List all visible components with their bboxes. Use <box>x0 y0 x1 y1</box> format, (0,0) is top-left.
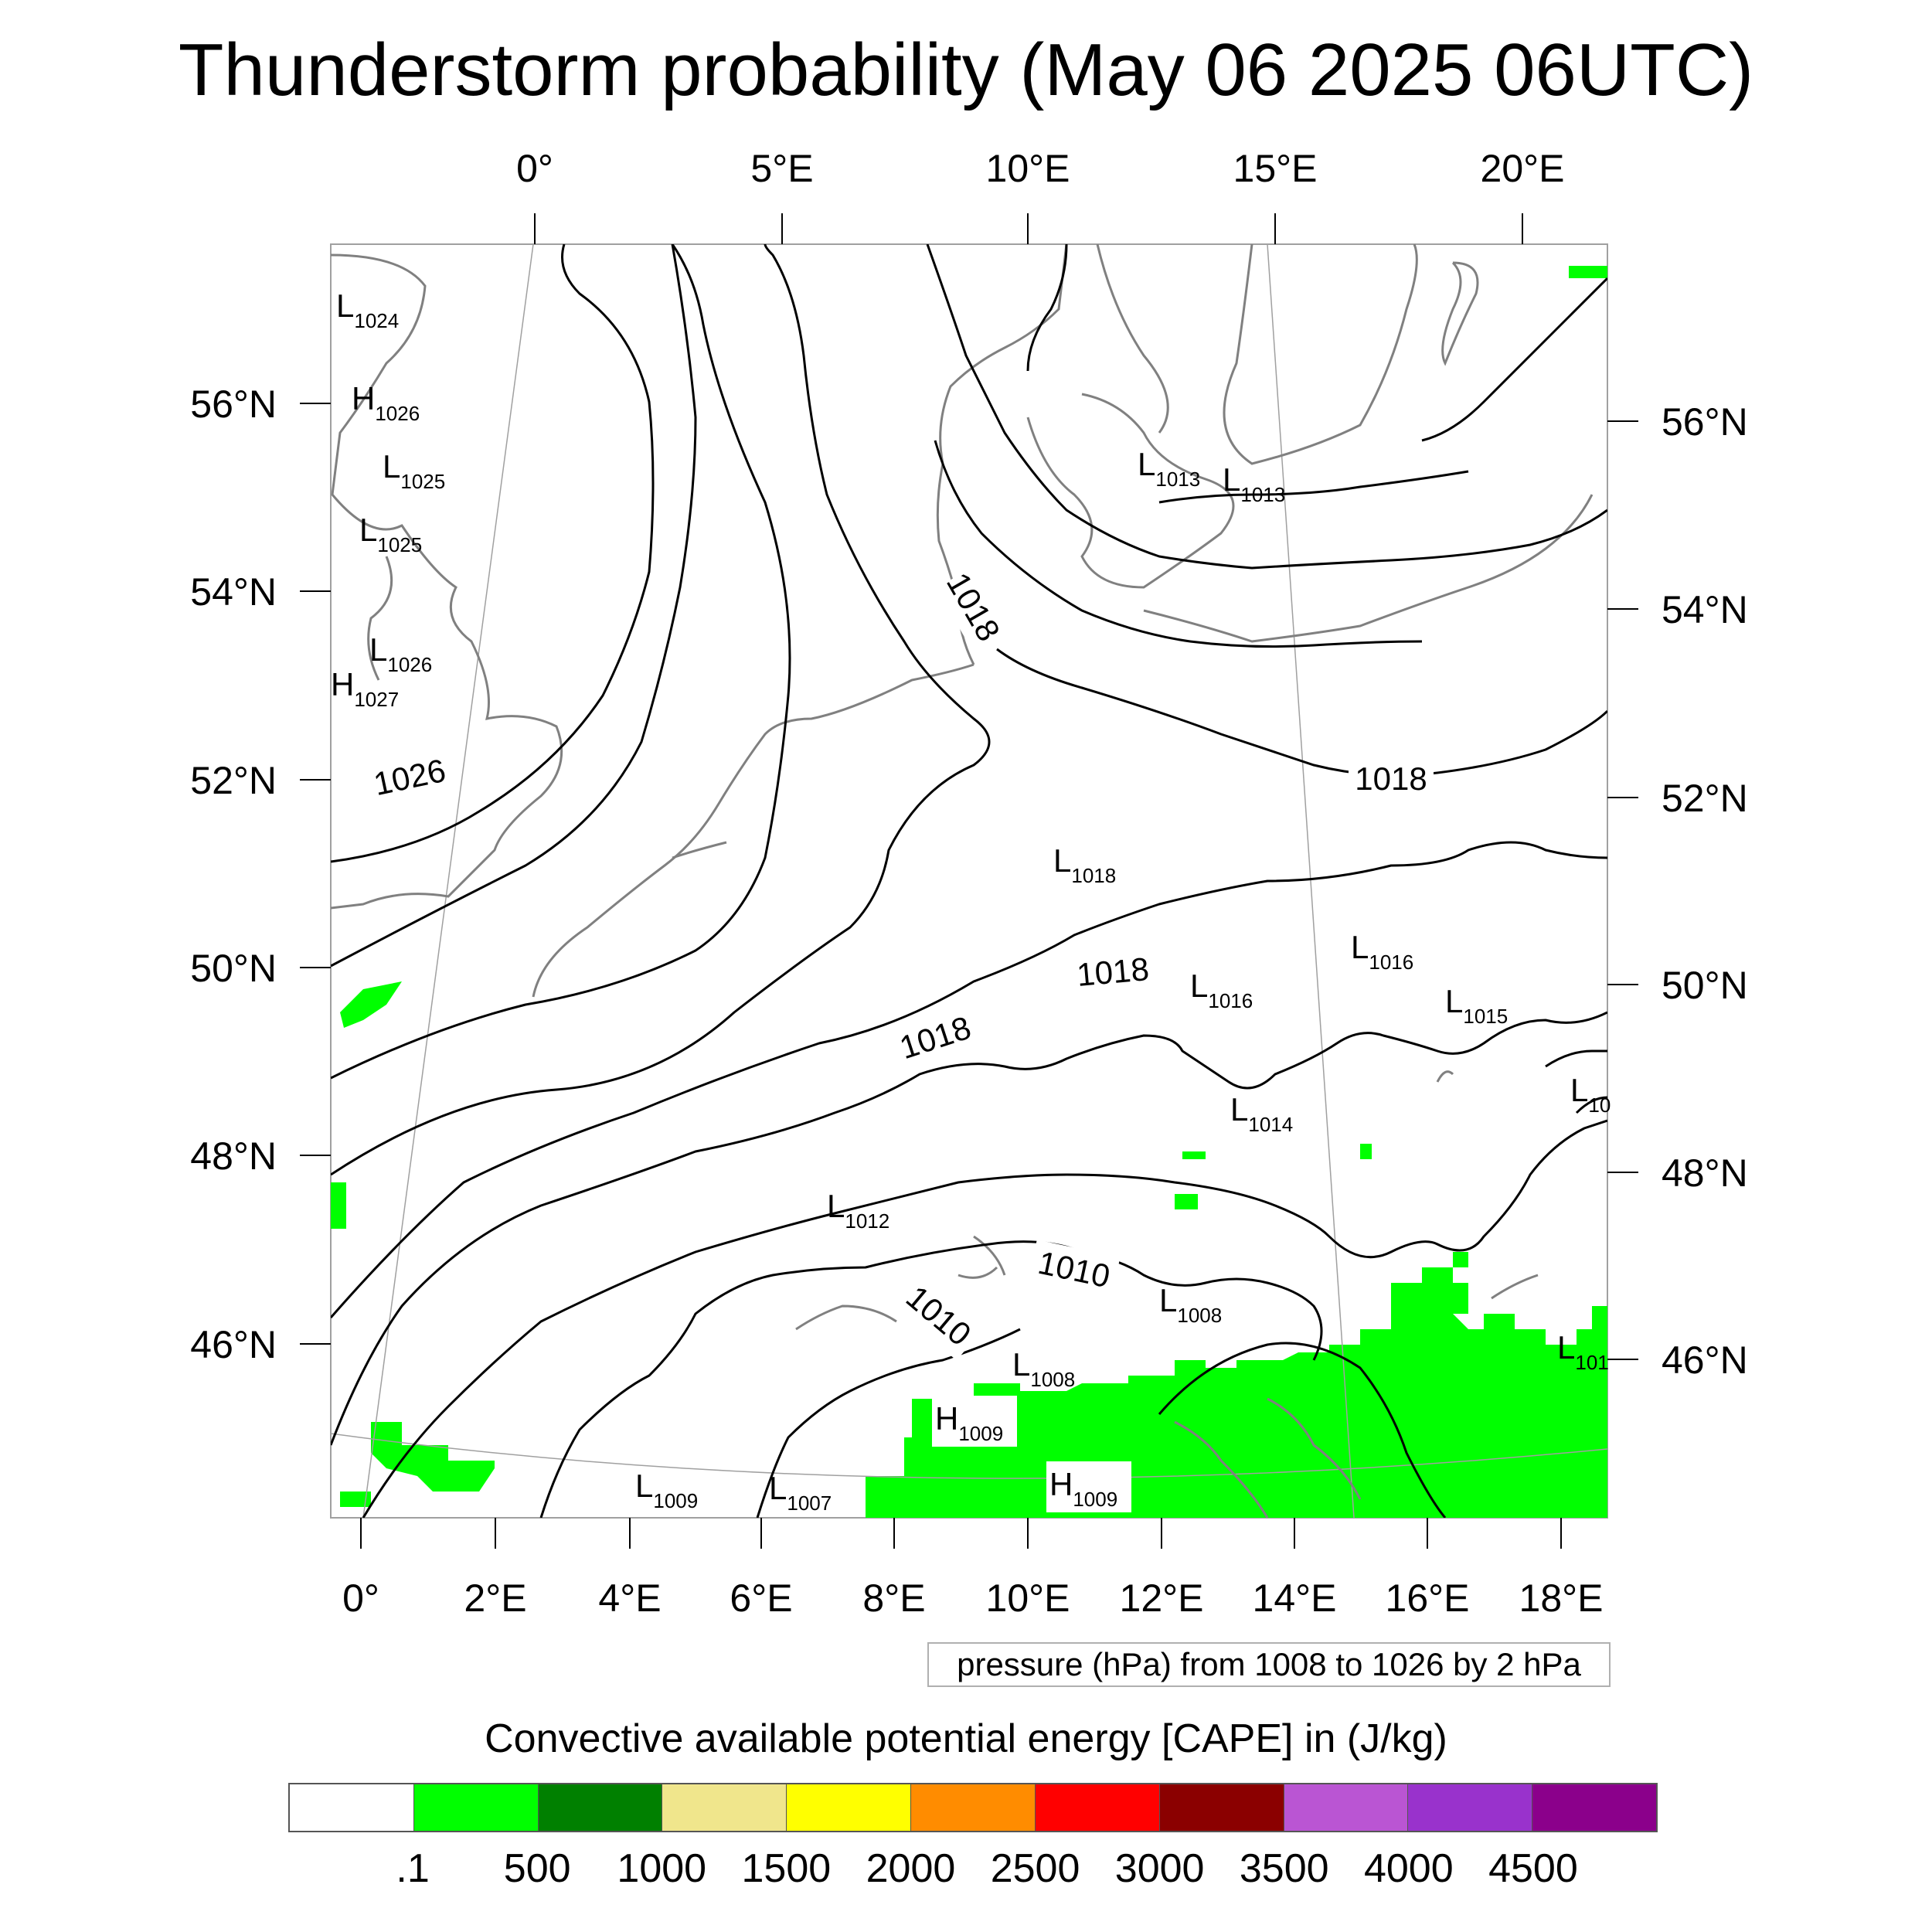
bottom-lon-label: 14°E <box>1253 1577 1337 1620</box>
tick-marks <box>300 213 1638 1549</box>
top-lon-label: 0° <box>516 147 553 190</box>
colorbar-swatch <box>787 1784 912 1831</box>
map-title: Thunderstorm probability (May 06 2025 06… <box>178 29 1754 111</box>
cape-region <box>1391 1267 1468 1314</box>
left-lat-label: 54°N <box>190 570 277 614</box>
bottom-lon-label: 0° <box>342 1577 379 1620</box>
cape-region <box>1453 1252 1468 1267</box>
colorbar-label: 3500 <box>1239 1846 1329 1891</box>
colorbar-swatch <box>413 1784 539 1831</box>
colorbar-label: 4500 <box>1488 1846 1578 1891</box>
cape-region <box>1182 1151 1206 1159</box>
colorbar-swatch <box>1408 1784 1533 1831</box>
colorbar-swatch <box>911 1784 1036 1831</box>
top-lon-label: 15°E <box>1233 147 1318 190</box>
colorbar-label: 1500 <box>741 1846 832 1891</box>
right-lat-label: 56°N <box>1662 400 1748 444</box>
cape-region <box>340 1492 371 1507</box>
bottom-lon-label: 12°E <box>1120 1577 1204 1620</box>
left-latitude-labels: 56°N 54°N 52°N 50°N 48°N 46°N <box>190 383 277 1366</box>
bottom-lon-label: 8°E <box>862 1577 925 1620</box>
right-lat-label: 54°N <box>1662 588 1748 631</box>
right-latitude-labels: 56°N 54°N 52°N 50°N 48°N 46°N <box>1662 400 1748 1382</box>
colorbar-swatch <box>290 1784 414 1831</box>
right-lat-label: 46°N <box>1662 1338 1748 1382</box>
cape-region <box>1360 1144 1372 1159</box>
bottom-lon-label: 2°E <box>464 1577 526 1620</box>
cape-region <box>1592 1306 1607 1329</box>
colorbar-label: 2500 <box>990 1846 1080 1891</box>
bottom-longitude-labels: 0° 2°E 4°E 6°E 8°E 10°E 12°E 14°E 16°E 1… <box>342 1577 1603 1620</box>
left-lat-label: 48°N <box>190 1134 277 1178</box>
isobars <box>331 244 1607 1518</box>
bottom-lon-label: 16°E <box>1386 1577 1470 1620</box>
cape-colorbar <box>288 1783 1658 1832</box>
colorbar-label: .1 <box>396 1846 430 1891</box>
pressure-center-bg <box>1046 1461 1131 1512</box>
colorbar-swatch <box>662 1784 787 1831</box>
right-lat-label: 52°N <box>1662 777 1748 820</box>
colorbar-swatch <box>1532 1784 1656 1831</box>
left-lat-label: 46°N <box>190 1323 277 1366</box>
bottom-lon-label: 18°E <box>1519 1577 1604 1620</box>
colorbar-swatch <box>1035 1784 1160 1831</box>
isobar-label: 1018 <box>1355 760 1427 797</box>
colorbar-label: 4000 <box>1363 1846 1454 1891</box>
top-lon-label: 10°E <box>986 147 1070 190</box>
contour-info-box: pressure (hPa) from 1008 to 1026 by 2 hP… <box>927 1642 1611 1687</box>
colorbar-swatch <box>1284 1784 1409 1831</box>
left-lat-label: 52°N <box>190 759 277 802</box>
isobar-label: 1018 <box>1075 951 1150 993</box>
colorbar-label: 500 <box>503 1846 571 1891</box>
colorbar-label: 1000 <box>617 1846 707 1891</box>
isobar-labels: 1018 1026 1018 1018 1018 1010 1010 <box>366 565 1434 1361</box>
colorbar-label: 2000 <box>866 1846 956 1891</box>
left-lat-label: 56°N <box>190 383 277 426</box>
coastlines <box>331 244 1594 1518</box>
colorbar-label: 3000 <box>1114 1846 1205 1891</box>
cape-region <box>1569 266 1607 278</box>
right-lat-label: 48°N <box>1662 1151 1748 1195</box>
top-lon-label: 5°E <box>750 147 813 190</box>
top-lon-label: 20°E <box>1481 147 1565 190</box>
bottom-lon-label: 6°E <box>730 1577 792 1620</box>
top-longitude-labels: 0° 5°E 10°E 15°E 20°E <box>516 147 1564 190</box>
bottom-lon-label: 10°E <box>986 1577 1070 1620</box>
colorbar-title: Convective available potential energy [C… <box>485 1716 1447 1761</box>
cape-region <box>1175 1194 1198 1209</box>
left-lat-label: 50°N <box>190 947 277 990</box>
cape-region <box>331 1182 346 1229</box>
bottom-lon-label: 4°E <box>598 1577 661 1620</box>
colorbar-swatch <box>1159 1784 1284 1831</box>
colorbar-labels: .1 500 1000 1500 2000 2500 3000 3500 4000 4500 <box>0 1845 1932 1900</box>
colorbar-swatch <box>538 1784 663 1831</box>
cape-region <box>371 1422 495 1492</box>
cape-region <box>340 981 402 1028</box>
right-lat-label: 50°N <box>1662 964 1748 1007</box>
pressure-center-bg <box>932 1396 1017 1447</box>
